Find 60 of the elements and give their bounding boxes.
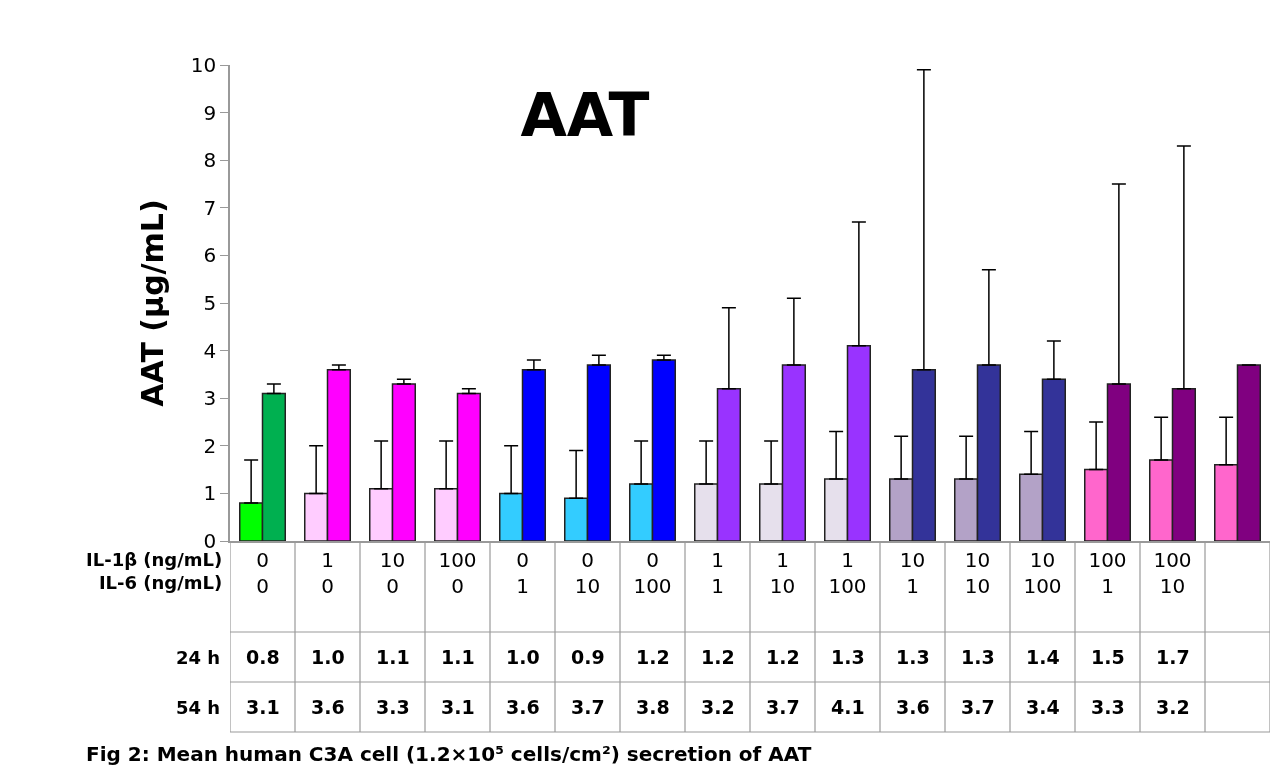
data-label: 1.4 bbox=[1026, 646, 1060, 668]
y-tick-label: 7 bbox=[203, 195, 217, 220]
y-tick-label: 8 bbox=[203, 148, 217, 173]
data-label: 3.3 bbox=[1091, 696, 1125, 718]
y-tick-label: 3 bbox=[203, 386, 217, 411]
y-tick-label: 6 bbox=[203, 243, 217, 268]
data-label: 1.2 bbox=[636, 646, 670, 668]
x-tick-label: 0 100 bbox=[633, 547, 672, 598]
x-tick-label: 10 0 bbox=[379, 547, 406, 598]
data-label: 1.0 bbox=[506, 646, 540, 668]
data-label: 1.2 bbox=[766, 646, 800, 668]
data-label: 1.2 bbox=[701, 646, 735, 668]
data-label: 3.7 bbox=[571, 696, 605, 718]
y-tick-label: 2 bbox=[203, 433, 217, 458]
data-label: 3.3 bbox=[376, 696, 410, 718]
data-label: 1.5 bbox=[1091, 646, 1125, 668]
x-tick-label: 10 1 bbox=[899, 547, 926, 598]
data-label: 0.8 bbox=[246, 646, 280, 668]
data-label: 3.2 bbox=[1156, 696, 1190, 718]
data-label: 3.1 bbox=[246, 696, 280, 718]
data-label: 0.9 bbox=[571, 646, 605, 668]
x-tick-label: 10 10 bbox=[964, 547, 991, 598]
data-label: 1.7 bbox=[1156, 646, 1190, 668]
y-tick-label: 4 bbox=[203, 338, 217, 363]
data-label: 3.1 bbox=[441, 696, 475, 718]
data-label: 3.6 bbox=[896, 696, 930, 718]
y-tick-label: 10 bbox=[190, 53, 217, 77]
data-label: 3.4 bbox=[1026, 696, 1060, 718]
chart-title: AAT bbox=[520, 79, 650, 150]
text: 24 h bbox=[176, 647, 221, 668]
y-tick-label: 5 bbox=[203, 291, 217, 315]
x-tick-label: 100 1 bbox=[1088, 547, 1127, 598]
data-label: 3.7 bbox=[961, 696, 995, 718]
x-tick-label: 1 1 bbox=[711, 547, 724, 598]
x-tick-label: 0 0 bbox=[256, 547, 269, 598]
data-label: 3.8 bbox=[636, 696, 670, 718]
x-tick-label: 1 10 bbox=[769, 547, 796, 598]
data-label: 1.1 bbox=[376, 646, 410, 668]
data-label: 1.3 bbox=[831, 646, 865, 668]
data-label: 3.6 bbox=[311, 696, 345, 718]
y-tick-label: 9 bbox=[203, 100, 217, 125]
caption: Fig 2: Mean human C3A cell (1.2×10⁵ cells/cm²) secretion of AAT bbox=[86, 742, 812, 766]
data-label: 1.1 bbox=[441, 646, 475, 668]
x-tick-label: 1 0 bbox=[321, 547, 334, 598]
data-label: 1.3 bbox=[896, 646, 930, 668]
x-tick-label: 0 1 bbox=[516, 547, 529, 598]
data-label: 3.2 bbox=[701, 696, 735, 718]
y-axis-title: AAT (µg/mL) bbox=[135, 199, 171, 407]
data-label: 3.7 bbox=[766, 696, 800, 718]
data-label: 1.3 bbox=[961, 646, 995, 668]
y-tick-label: 1 bbox=[203, 481, 217, 506]
data-label: 3.6 bbox=[506, 696, 540, 718]
x-tick-label: 100 0 bbox=[438, 547, 477, 598]
data-label: 1.0 bbox=[311, 646, 345, 668]
text: 54 h bbox=[176, 697, 221, 718]
data-label: 4.1 bbox=[831, 696, 865, 718]
x-tick-label: 1 100 bbox=[828, 547, 867, 598]
x-tick-label: 10 100 bbox=[1023, 547, 1062, 598]
x-tick-label: 100 10 bbox=[1153, 547, 1192, 598]
x-tick-label: 0 10 bbox=[574, 547, 601, 598]
